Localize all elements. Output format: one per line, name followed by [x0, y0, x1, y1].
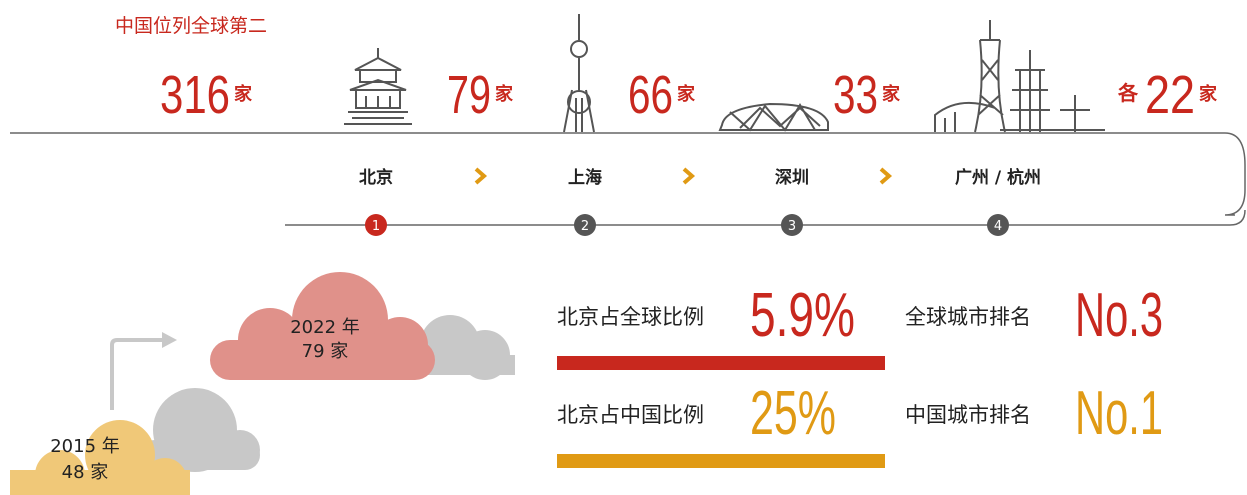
count-value: 33 [833, 65, 878, 125]
step-number: 4 [994, 219, 1002, 234]
stat-value: 25% [750, 379, 836, 448]
timeline-bottom [285, 209, 1246, 226]
step-dot [574, 214, 596, 236]
cloud-count: 48 家 [62, 462, 109, 483]
cloud-year: 2022 年 [290, 317, 360, 338]
stat-value: 5.9% [750, 281, 855, 350]
city-name: 深圳 [775, 167, 809, 188]
city-name: 上海 [568, 167, 602, 188]
count-value: 316 [160, 65, 230, 125]
skyline-icon [934, 20, 1105, 133]
cloud-year: 2015 年 [50, 436, 120, 457]
cloud-yellow [10, 420, 190, 495]
cloud-count: 79 家 [302, 341, 349, 362]
orange-bar [557, 454, 885, 468]
red-bar [557, 356, 885, 370]
rank-value: No.3 [1075, 281, 1163, 350]
step-dot [987, 214, 1009, 236]
rank-label: 全球城市排名 [905, 305, 1031, 329]
stat-label: 北京占中国比例 [557, 403, 704, 427]
stadium-icon [718, 102, 829, 132]
count-value: 22 [1145, 65, 1195, 125]
title: 中国位列全球第二 [115, 15, 267, 37]
arrow [110, 338, 165, 410]
step-dot [781, 214, 803, 236]
rank-label: 中国城市排名 [905, 403, 1031, 427]
arrow-head [162, 332, 177, 348]
cloud-red [210, 272, 435, 380]
city-name: 北京 [359, 167, 393, 188]
tower-icon [563, 14, 595, 133]
count-unit: 家 [234, 83, 253, 105]
step-number: 2 [581, 219, 589, 234]
step-number: 1 [372, 219, 380, 234]
timeline-top [10, 132, 1246, 216]
step-dot [365, 214, 387, 236]
count-unit: 家 [1199, 83, 1218, 105]
rank-value: No.1 [1075, 379, 1163, 448]
chevrons [474, 167, 893, 185]
count-unit: 家 [677, 83, 696, 105]
city-name: 广州 / 杭州 [955, 167, 1041, 188]
count-unit: 家 [882, 83, 901, 105]
temple-icon [344, 48, 412, 125]
count-unit: 家 [495, 83, 514, 105]
step-number: 3 [788, 219, 796, 234]
count-prefix: 各 [1117, 81, 1139, 105]
stat-label: 北京占全球比例 [557, 305, 704, 329]
count-value: 66 [628, 65, 673, 125]
count-value: 79 [447, 65, 491, 125]
cloud-gray-left [140, 388, 260, 472]
